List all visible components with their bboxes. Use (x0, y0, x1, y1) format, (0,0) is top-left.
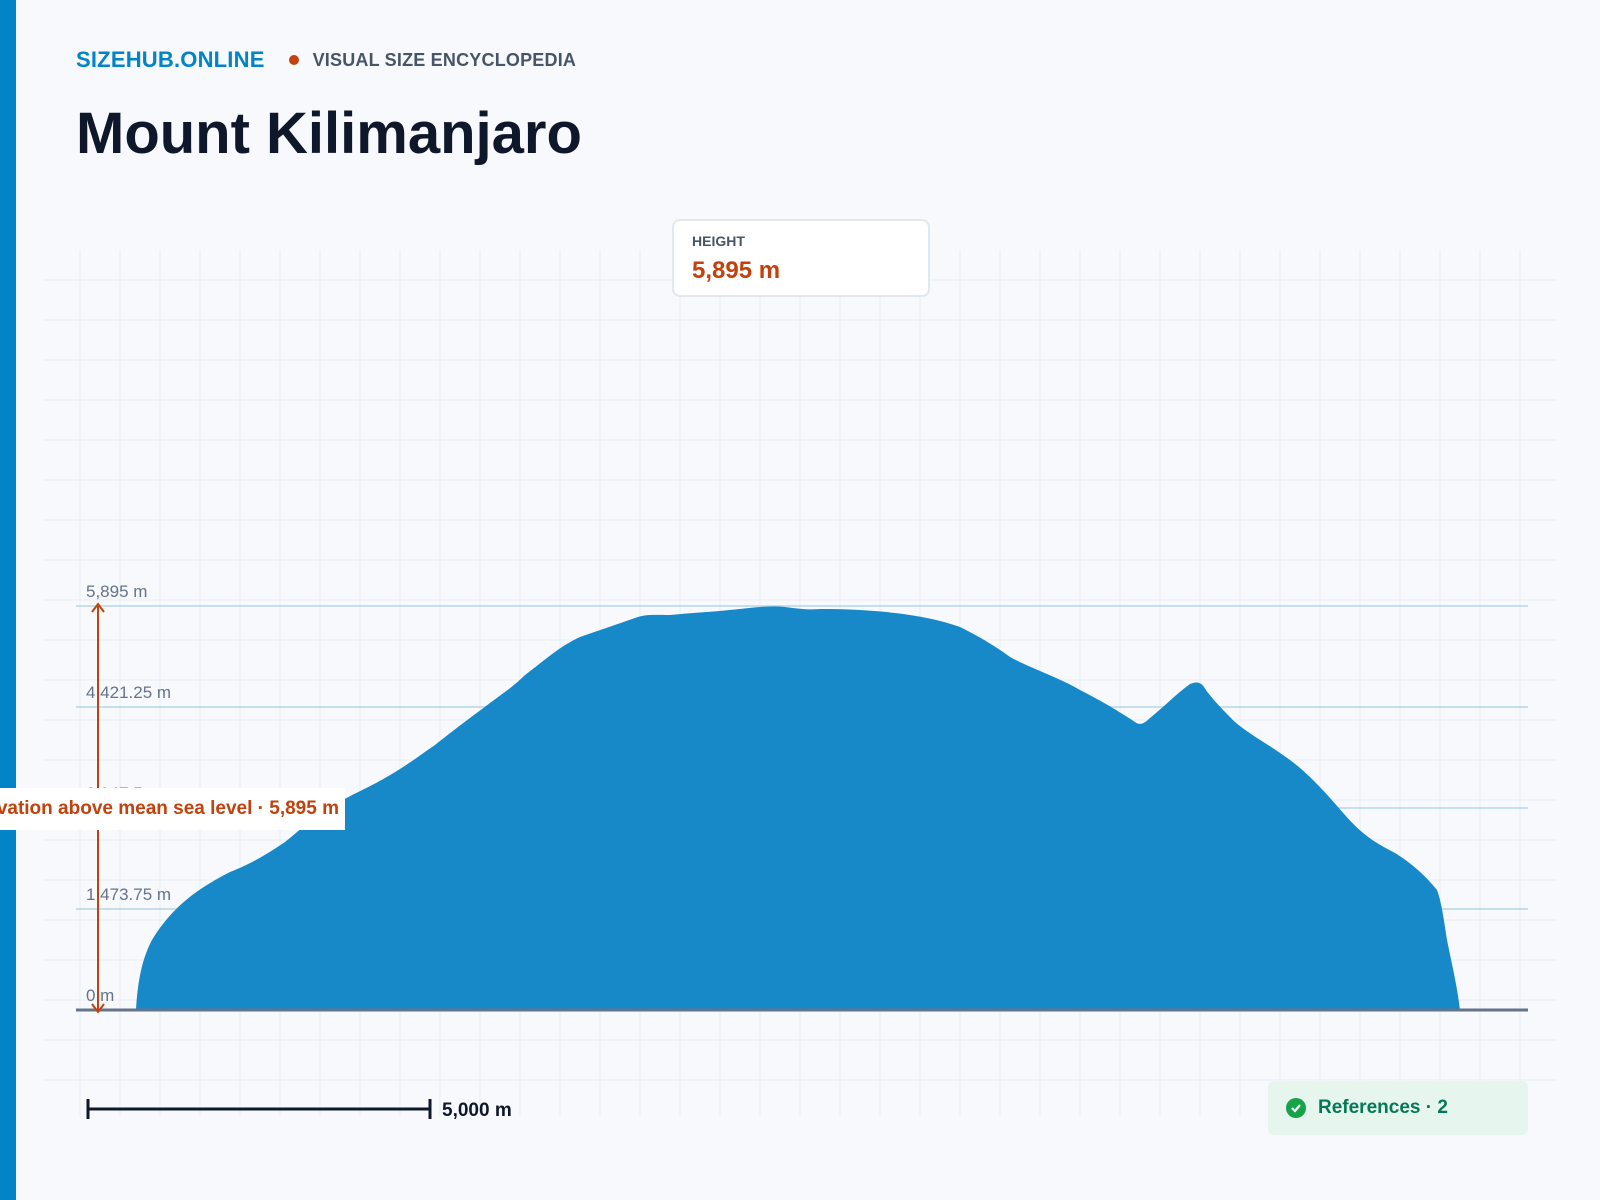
height-card-value: 5,895 m (692, 257, 781, 284)
page-title: Mount Kilimanjaro (76, 101, 582, 166)
mountain-silhouette (136, 606, 1460, 1010)
elevation-tick-label: 4,421.25 m (86, 683, 171, 702)
height-card: HEIGHT 5,895 m (672, 219, 930, 297)
elevation-tick-label: 0 m (86, 986, 114, 1005)
scale-bar (86, 1099, 432, 1119)
scale-bar-label: 5,000 m (442, 1100, 512, 1121)
height-card-label: HEIGHT (692, 233, 745, 249)
accent-bar (0, 0, 16, 1200)
height-dimension-label: Elevation above mean sea level · 5,895 m (0, 788, 345, 830)
brand-name[interactable]: SIZEHUB.ONLINE (76, 47, 265, 72)
references-label: References · 2 (1318, 1097, 1448, 1118)
elevation-tick-label: 5,895 m (86, 582, 147, 601)
brand: SIZEHUB.ONLINE VISUAL SIZE ENCYCLOPEDIA (76, 47, 576, 73)
elevation-tick-label: 1,473.75 m (86, 885, 171, 904)
brand-tagline: VISUAL SIZE ENCYCLOPEDIA (312, 49, 577, 70)
check-circle-icon (1286, 1098, 1306, 1118)
references-button[interactable]: References · 2 (1268, 1081, 1528, 1135)
brand-separator-dot (288, 55, 299, 65)
